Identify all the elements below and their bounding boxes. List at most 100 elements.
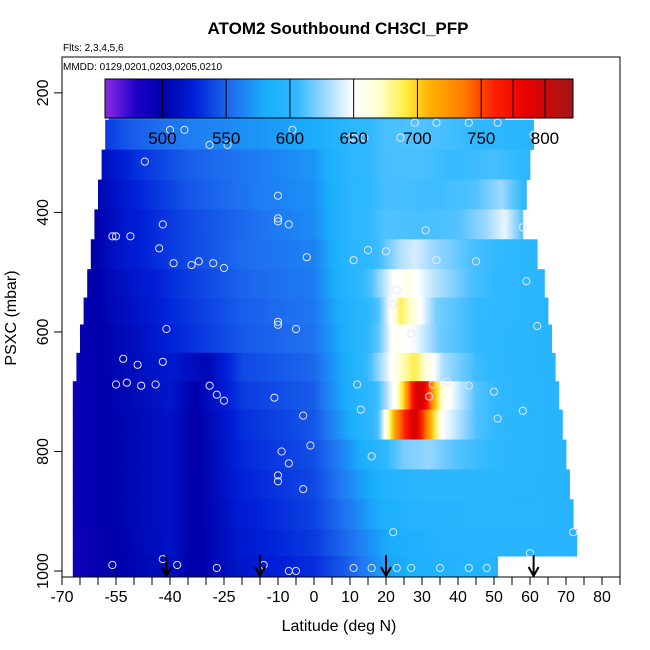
heatmap-cell xyxy=(119,179,122,210)
heatmap-cell xyxy=(495,324,498,354)
heatmap-cell xyxy=(119,324,122,354)
heatmap-cell xyxy=(125,439,128,470)
heatmap-cell xyxy=(81,499,84,530)
heatmap-cell xyxy=(488,324,491,354)
heatmap-cell xyxy=(524,149,527,180)
heatmap-cell xyxy=(171,381,174,411)
heatmap-cell xyxy=(420,269,423,298)
heatmap-cell xyxy=(431,324,434,354)
heatmap-cell xyxy=(431,119,434,151)
heatmap-cell xyxy=(409,439,412,470)
heatmap-cell xyxy=(495,119,498,151)
heatmap-cell xyxy=(303,119,306,151)
heatmap-cell xyxy=(402,149,405,180)
heatmap-cell xyxy=(137,529,140,557)
heatmap-cell xyxy=(204,439,207,470)
heatmap-cell xyxy=(152,269,155,298)
heatmap-cell xyxy=(337,439,340,470)
heatmap-cell xyxy=(344,469,347,500)
colorbar-swatch xyxy=(435,79,440,118)
heatmap-cell xyxy=(312,149,315,180)
heatmap-cell xyxy=(485,269,488,298)
heatmap-cell xyxy=(150,269,153,298)
heatmap-cell xyxy=(216,209,219,240)
heatmap-cell xyxy=(346,556,349,578)
heatmap-cell xyxy=(391,269,394,298)
heatmap-cell xyxy=(549,409,552,440)
heatmap-cell xyxy=(218,239,221,270)
heatmap-cell xyxy=(323,352,326,382)
heatmap-cell xyxy=(452,179,455,210)
heatmap-cell xyxy=(216,297,219,325)
heatmap-cell xyxy=(164,179,167,210)
heatmap-cell xyxy=(96,499,99,530)
heatmap-cell xyxy=(461,269,464,298)
heatmap-cell xyxy=(564,469,567,500)
heatmap-cell xyxy=(177,119,180,151)
heatmap-cell xyxy=(335,149,338,180)
heatmap-row xyxy=(72,556,498,578)
heatmap-cell xyxy=(539,297,542,325)
heatmap-cell xyxy=(452,209,455,240)
heatmap-cell xyxy=(184,149,187,180)
heatmap-cell xyxy=(242,179,245,210)
colorbar-swatch xyxy=(466,79,471,118)
heatmap-cell xyxy=(126,381,129,411)
heatmap-cell xyxy=(274,352,277,382)
heatmap-cell xyxy=(159,556,162,578)
heatmap-cell xyxy=(409,269,412,298)
heatmap-cell xyxy=(285,529,288,557)
heatmap-cell xyxy=(206,381,209,411)
heatmap-cell xyxy=(240,381,243,411)
heatmap-cell xyxy=(368,556,371,578)
heatmap-cell xyxy=(422,324,425,354)
heatmap-cell xyxy=(256,469,259,500)
heatmap-cell xyxy=(467,119,470,151)
heatmap-cell xyxy=(269,556,272,578)
heatmap-cell xyxy=(332,269,335,298)
heatmap-cell xyxy=(427,556,430,578)
heatmap-cell xyxy=(112,269,115,298)
heatmap-cell xyxy=(173,469,176,500)
heatmap-cell xyxy=(440,529,443,557)
heatmap-cell xyxy=(229,179,232,210)
heatmap-cell xyxy=(413,209,416,240)
heatmap-cell xyxy=(119,352,122,382)
heatmap-cell xyxy=(371,556,374,578)
heatmap-cell xyxy=(492,297,495,325)
heatmap-cell xyxy=(98,269,101,298)
colorbar-swatch xyxy=(557,79,562,118)
heatmap-cell xyxy=(310,297,313,325)
colorbar-swatch xyxy=(307,79,312,118)
heatmap-cell xyxy=(283,381,286,411)
heatmap-cell xyxy=(222,529,225,557)
colorbar-swatch xyxy=(339,79,343,118)
heatmap-cell xyxy=(416,179,419,210)
heatmap-cell xyxy=(461,297,464,325)
heatmap-cell xyxy=(413,352,416,382)
heatmap-cell xyxy=(166,179,169,210)
heatmap-cell xyxy=(497,409,500,440)
heatmap-cell xyxy=(404,439,407,470)
heatmap-cell xyxy=(535,469,538,500)
heatmap-cell xyxy=(423,529,426,557)
heatmap-cell xyxy=(168,209,171,240)
heatmap-cell xyxy=(224,381,227,411)
heatmap-cell xyxy=(459,381,462,411)
heatmap-cell xyxy=(548,409,551,440)
heatmap-cell xyxy=(209,439,212,470)
heatmap-cell xyxy=(240,409,243,440)
heatmap-cell xyxy=(458,352,461,382)
heatmap-cell xyxy=(256,239,259,270)
heatmap-cell xyxy=(416,324,419,354)
heatmap-cell xyxy=(288,179,291,210)
heatmap-cell xyxy=(395,324,398,354)
heatmap-cell xyxy=(348,239,351,270)
heatmap-cell xyxy=(202,529,205,557)
heatmap-cell xyxy=(369,381,372,411)
heatmap-cell xyxy=(432,324,435,354)
heatmap-cell xyxy=(112,119,115,151)
heatmap-cell xyxy=(234,209,237,240)
heatmap-cell xyxy=(378,439,381,470)
colorbar-swatch xyxy=(445,79,449,118)
